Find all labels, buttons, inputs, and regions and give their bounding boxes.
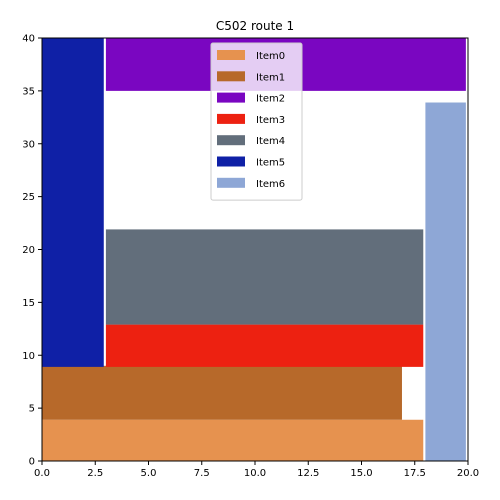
legend-swatch-item4	[217, 135, 245, 146]
x-tick-label: 7.5	[194, 468, 210, 479]
legend-swatch-item0	[217, 50, 245, 60]
legend-swatch-item5	[217, 156, 245, 167]
legend-label-item2: Item2	[256, 94, 285, 105]
y-tick-label: 0	[29, 457, 35, 468]
x-tick-label: 0.0	[34, 468, 50, 479]
x-axis: 0.0 2.5 5.0 7.5 10.0 12.5 15.0 17.5 20.0	[34, 461, 479, 479]
x-tick-label: 15.0	[350, 468, 372, 479]
x-tick-label: 20.0	[457, 468, 479, 479]
bars-layer	[42, 38, 466, 461]
y-tick-label: 15	[22, 298, 35, 309]
bar-item3	[105, 324, 424, 367]
legend-label-item5: Item5	[256, 158, 285, 169]
y-tick-label: 25	[22, 192, 35, 203]
legend-label-item3: Item3	[256, 115, 285, 126]
bar-item5	[42, 38, 104, 367]
bar-item0	[42, 419, 424, 461]
legend-label-item4: Item4	[256, 136, 285, 147]
legend-swatch-item3	[217, 113, 245, 124]
y-tick-label: 20	[22, 245, 35, 256]
y-tick-label: 40	[22, 34, 35, 45]
legend-swatch-item6	[217, 177, 245, 188]
x-tick-label: 10.0	[244, 468, 266, 479]
legend-label-item0: Item0	[256, 51, 285, 62]
legend: Item0 Item1 Item2 Item3 Item4 Item5 Item6	[210, 42, 303, 201]
chart-title: C502 route 1	[216, 19, 294, 33]
legend-label-item1: Item1	[256, 72, 285, 83]
x-tick-label: 5.0	[141, 468, 157, 479]
x-tick-label: 12.5	[297, 468, 319, 479]
y-tick-label: 5	[29, 404, 35, 415]
x-tick-label: 17.5	[404, 468, 426, 479]
legend-swatch-item2	[217, 92, 245, 103]
bar-item6	[425, 102, 466, 461]
bar-item4	[105, 229, 424, 325]
y-tick-label: 35	[22, 86, 35, 97]
y-axis: 0 5 10 15 20 25 30 35 40	[22, 34, 42, 468]
legend-label-item6: Item6	[256, 179, 285, 190]
legend-swatch-item1	[217, 71, 245, 82]
bar-item1	[42, 365, 402, 420]
x-tick-label: 2.5	[87, 468, 103, 479]
y-tick-label: 30	[22, 139, 35, 150]
y-tick-label: 10	[22, 351, 35, 362]
